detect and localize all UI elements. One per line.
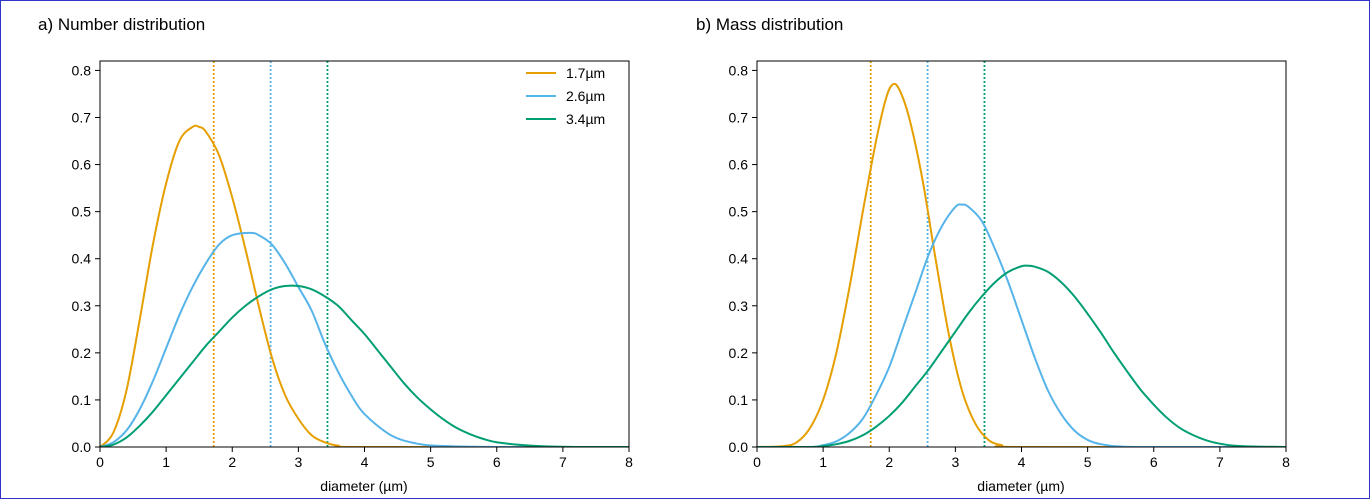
y-tick-label: 0.8 — [729, 62, 749, 78]
y-tick-label: 0.0 — [72, 439, 92, 455]
y-tick-label: 0.2 — [72, 345, 92, 361]
x-tick-label: 8 — [625, 454, 633, 470]
y-tick-label: 0.1 — [72, 392, 92, 408]
series-line-26 — [100, 231, 629, 447]
x-tick-label: 3 — [294, 454, 302, 470]
panel-number-distribution: a) Number distribution diameter (µm) 0 1 2… — [38, 15, 633, 494]
x-tick-label: 8 — [1282, 454, 1290, 470]
legend: 1.7µm 2.6µm 3.4µm — [526, 65, 605, 127]
legend-label-1-7um: 1.7µm — [566, 65, 605, 81]
series-line-34 — [100, 284, 629, 447]
x-tick-label: 1 — [819, 454, 827, 470]
plot-area-frame — [756, 60, 1287, 448]
x-axis-label-b: diameter (µm) — [977, 478, 1064, 494]
panel-mass-distribution: b) Mass distribution diameter (µm) 0 1 2 3 4… — [696, 15, 1290, 494]
x-tick-label: 2 — [228, 454, 236, 470]
x-tick-label: 4 — [1018, 454, 1026, 470]
x-tick-label: 5 — [1084, 454, 1092, 470]
series-line-17 — [100, 124, 629, 447]
y-tick-label: 0.3 — [729, 298, 749, 314]
y-tick-label: 0.7 — [729, 109, 749, 125]
x-tick-label: 5 — [427, 454, 435, 470]
x-tick-label: 7 — [1216, 454, 1224, 470]
x-tick-label: 7 — [559, 454, 567, 470]
y-tick-label: 0.2 — [729, 345, 749, 361]
y-tick-label: 0.6 — [72, 157, 92, 173]
y-tick-label: 0.8 — [72, 62, 92, 78]
y-tick-label: 0.3 — [72, 298, 92, 314]
legend-label-3-4um: 3.4µm — [566, 111, 605, 127]
y-tick-label: 0.4 — [72, 251, 92, 267]
series-line-17 — [757, 82, 1286, 447]
x-tick-label: 0 — [753, 454, 761, 470]
x-tick-label: 3 — [951, 454, 959, 470]
chart-title-b: b) Mass distribution — [696, 15, 843, 34]
y-tick-label: 0.0 — [729, 439, 749, 455]
y-tick-label: 0.1 — [729, 392, 749, 408]
series-line-34 — [757, 264, 1286, 447]
y-tick-label: 0.7 — [72, 109, 92, 125]
x-tick-label: 1 — [162, 454, 170, 470]
x-tick-label: 4 — [361, 454, 369, 470]
series-line-26 — [757, 203, 1286, 447]
y-tick-label: 0.6 — [729, 157, 749, 173]
y-tick-label: 0.5 — [72, 204, 92, 220]
x-tick-label: 6 — [493, 454, 501, 470]
x-axis-label-a: diameter (µm) — [320, 478, 407, 494]
y-tick-label: 0.4 — [729, 251, 749, 267]
chart-title-a: a) Number distribution — [38, 15, 205, 34]
legend-label-2-6um: 2.6µm — [566, 88, 605, 104]
x-tick-label: 0 — [96, 454, 104, 470]
x-tick-label: 2 — [885, 454, 893, 470]
y-tick-label: 0.5 — [729, 204, 749, 220]
x-tick-label: 6 — [1150, 454, 1158, 470]
